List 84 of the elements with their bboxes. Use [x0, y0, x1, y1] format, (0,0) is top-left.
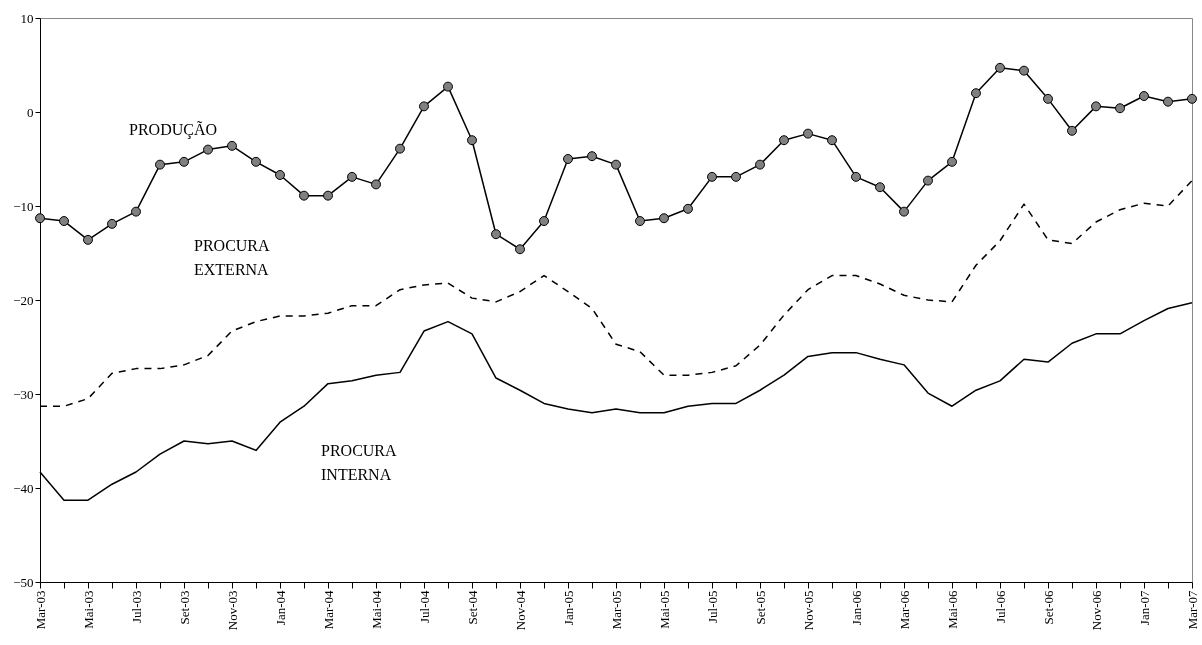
series-label: PRODUÇÃO — [129, 121, 218, 139]
point — [899, 206, 909, 217]
point — [155, 159, 165, 170]
point — [1115, 103, 1125, 114]
point — [443, 81, 453, 92]
x-tick-label: Set-04 — [464, 590, 480, 625]
point — [227, 140, 237, 151]
point — [83, 234, 93, 245]
point — [131, 206, 141, 217]
x-tick-label: Mai-06 — [944, 590, 960, 629]
x-tick-label: Mai-04 — [368, 590, 384, 629]
point — [563, 154, 573, 164]
x-tick-label: Nov-03 — [224, 590, 240, 631]
x-tick-label: Jan-06 — [848, 590, 864, 626]
point — [515, 244, 525, 255]
point — [1139, 91, 1149, 101]
x-tick-label: Jan-04 — [272, 590, 288, 626]
text: PROCURA INTERNA — [321, 442, 398, 483]
point — [779, 135, 789, 146]
point — [587, 151, 597, 162]
point — [371, 179, 381, 190]
point — [1019, 65, 1029, 76]
point — [707, 171, 717, 182]
point — [299, 190, 309, 201]
point — [635, 216, 645, 226]
point — [1163, 96, 1173, 107]
x-tick-label: Jan-05 — [560, 590, 576, 626]
x-tick-label: Jul-03 — [128, 590, 144, 623]
x-tick-label: Nov-04 — [512, 590, 528, 631]
point — [275, 170, 285, 180]
point — [803, 128, 813, 139]
point — [923, 175, 933, 186]
point — [35, 213, 45, 224]
x-tick-label: Nov-05 — [800, 590, 816, 631]
x-tick-label: Mai-03 — [80, 590, 96, 629]
x-tick-label: Set-06 — [1040, 590, 1056, 625]
point — [251, 156, 261, 167]
point — [323, 190, 333, 201]
text: PROCURA EXTERNA — [194, 237, 271, 278]
y-tick-label: 0 — [27, 104, 34, 120]
point — [683, 203, 693, 214]
point — [467, 135, 477, 146]
x-tick-label: Jul-04 — [416, 590, 432, 623]
x-tick-label: Set-03 — [176, 590, 192, 625]
point — [179, 156, 189, 167]
point — [1187, 93, 1197, 104]
point — [395, 143, 405, 154]
point — [1091, 101, 1101, 112]
point — [491, 229, 501, 240]
x-tick-label: Mar-05 — [608, 590, 624, 630]
point — [731, 171, 741, 182]
y-tick-label: −40 — [13, 480, 34, 496]
x-tick-label: Nov-06 — [1088, 590, 1104, 631]
x-tick-label: Jan-07 — [1136, 590, 1152, 626]
point — [971, 88, 981, 99]
x-tick-label: Mar-06 — [896, 590, 912, 630]
x-tick-label: Mai-05 — [656, 590, 672, 629]
point — [203, 144, 213, 155]
y-tick-label: −10 — [13, 198, 34, 214]
point — [347, 171, 357, 182]
point — [659, 213, 669, 224]
point — [851, 171, 861, 182]
y-tick-label: −20 — [13, 292, 34, 308]
point — [539, 216, 549, 226]
point — [947, 156, 957, 167]
point — [611, 159, 621, 170]
point — [875, 182, 885, 193]
x-tick-label: Mar-07 — [1184, 590, 1200, 630]
point — [755, 159, 765, 170]
point — [419, 101, 429, 112]
x-tick-label: Jul-05 — [704, 590, 720, 623]
y-tick-label: −50 — [13, 574, 34, 590]
point — [1067, 125, 1077, 136]
y-tick-label: 10 — [20, 10, 34, 26]
point — [59, 216, 69, 226]
point — [1043, 93, 1053, 104]
x-tick-label: Mar-04 — [320, 590, 336, 630]
x-tick-label: Set-05 — [752, 590, 768, 625]
point — [995, 62, 1005, 73]
x-tick-label: Jul-06 — [992, 590, 1008, 623]
y-tick-label: −30 — [13, 386, 34, 402]
x-tick-label: Mar-03 — [32, 590, 48, 630]
point — [827, 135, 837, 146]
point — [107, 218, 117, 229]
